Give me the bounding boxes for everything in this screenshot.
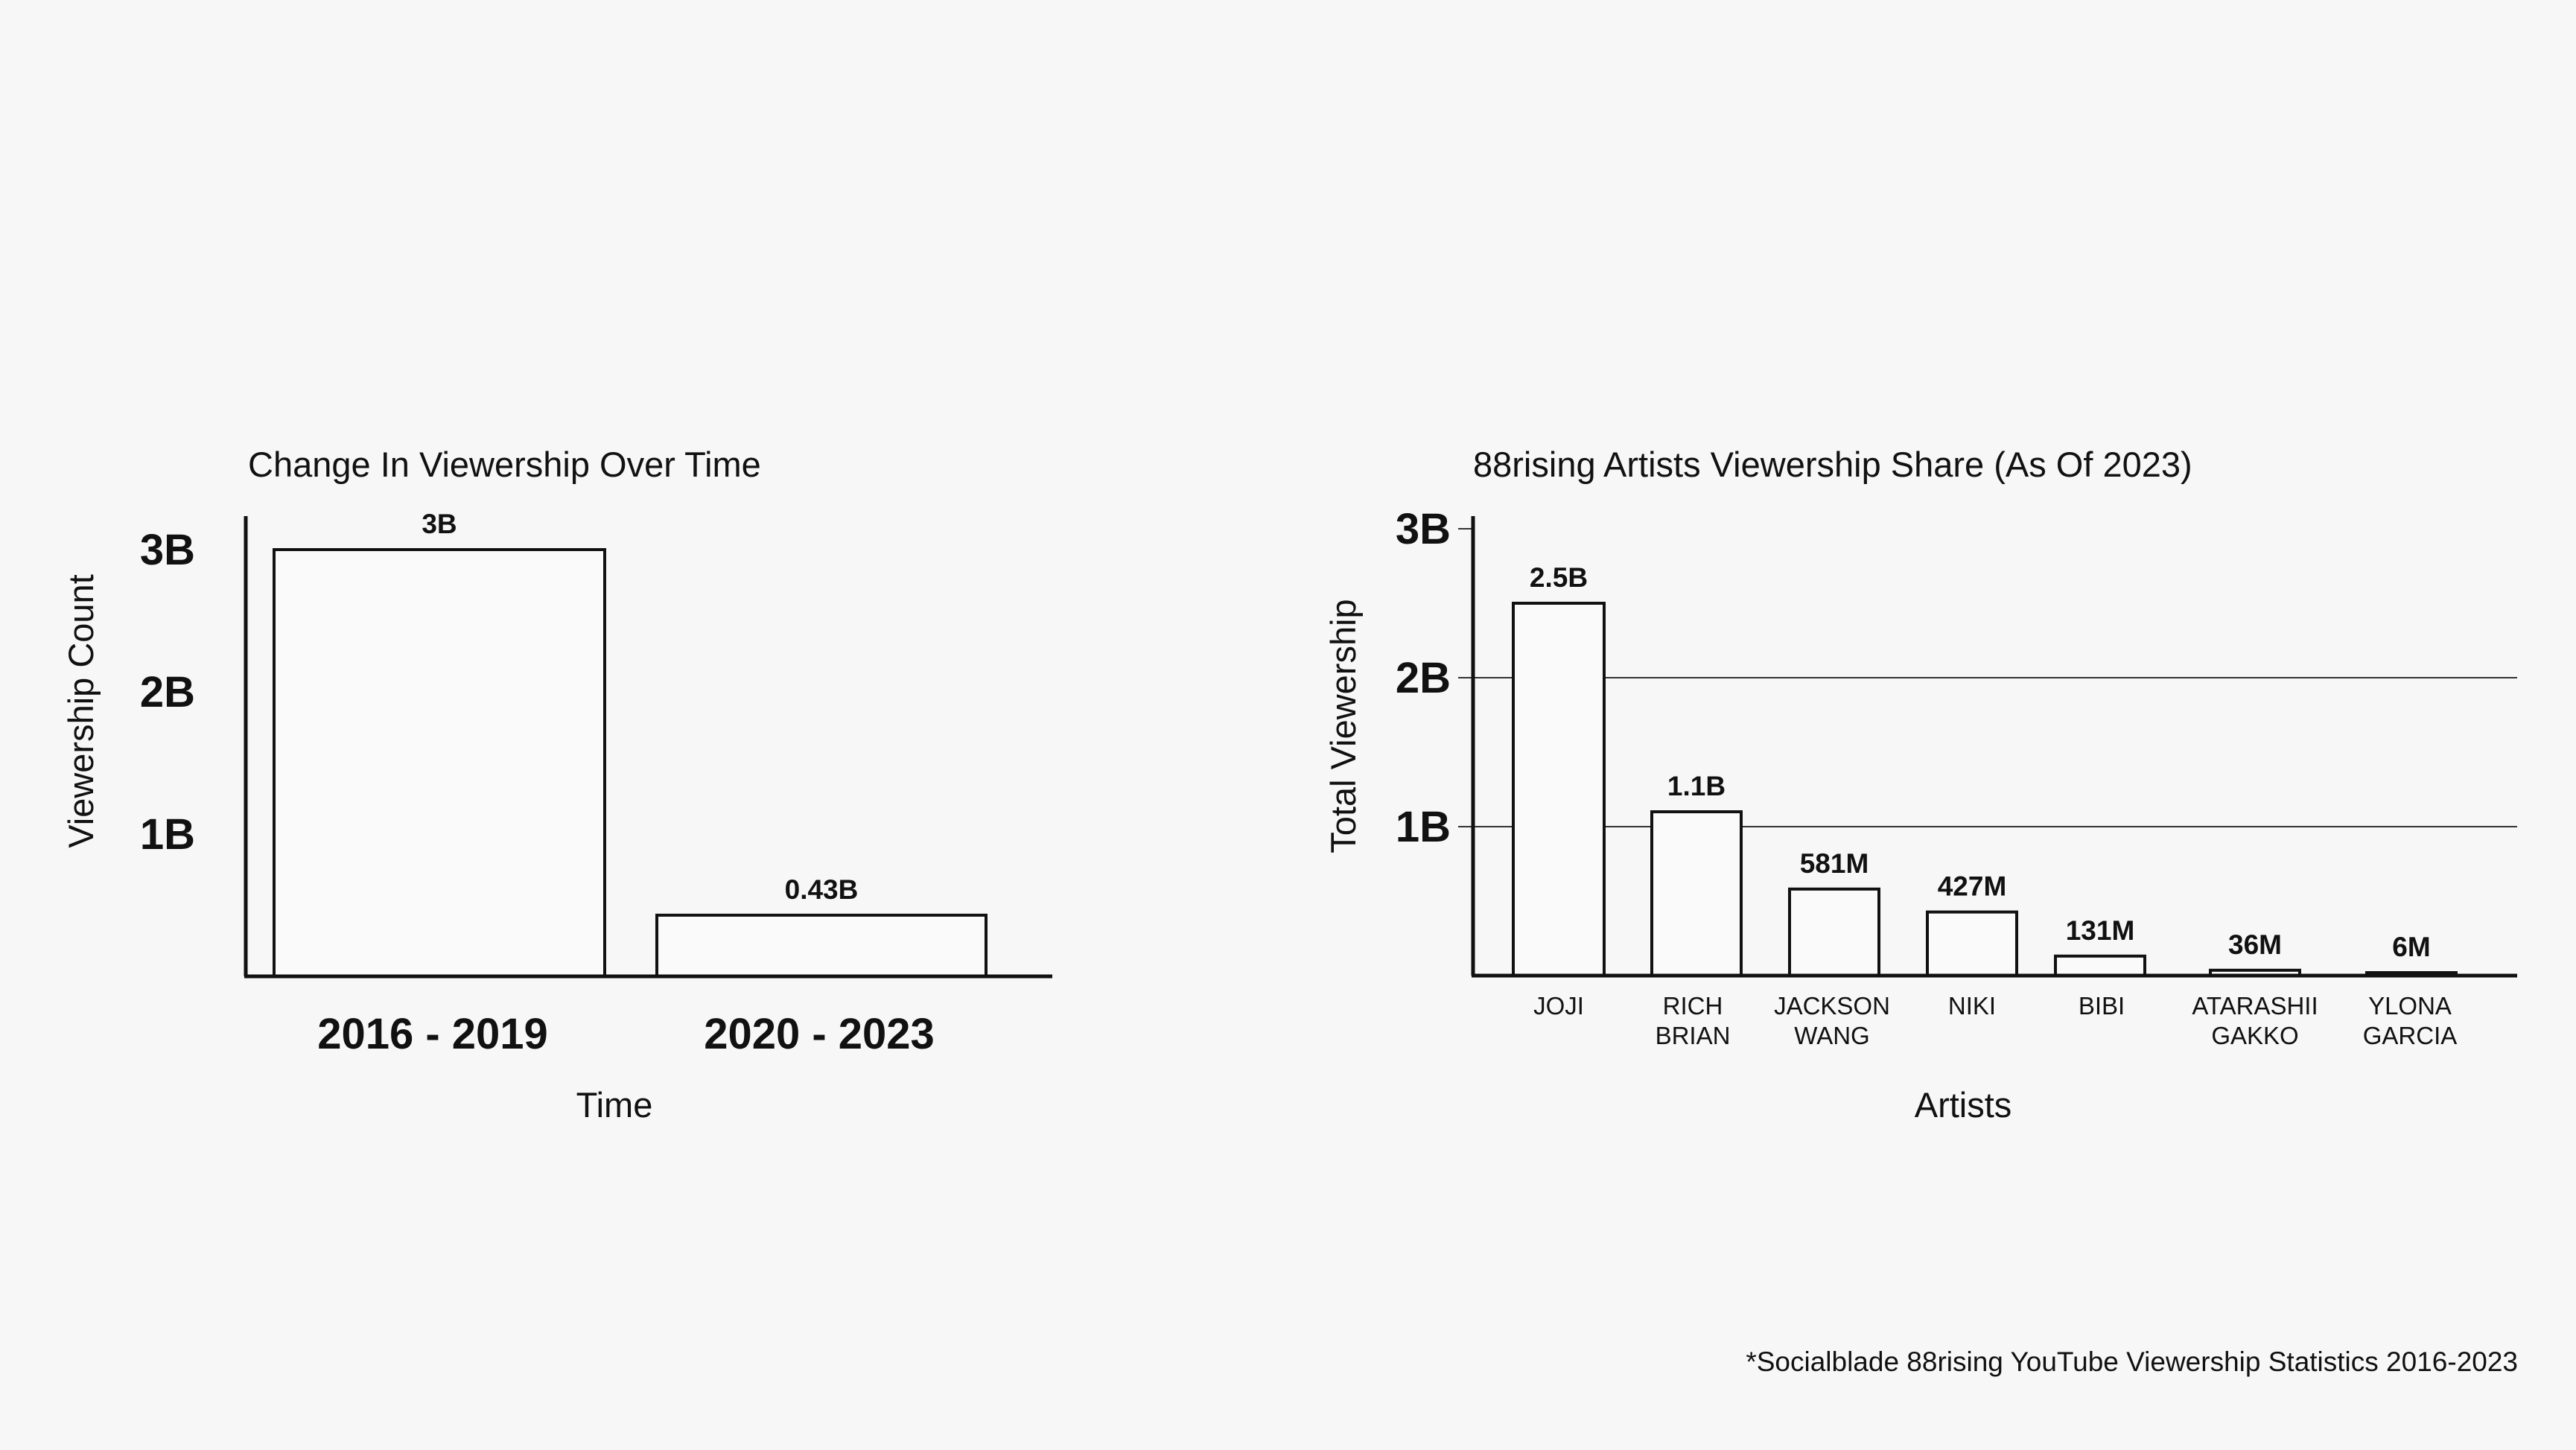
chart1-data-labels: 3B 0.43B (422, 509, 858, 905)
chart2-y-tick-0: 1B (1396, 803, 1451, 851)
chart2-data-label-2: 581M (1800, 848, 1869, 879)
chart1-data-label-1: 0.43B (785, 874, 859, 905)
chart1-category-labels: 2016 - 2019 2020 - 2023 (317, 1010, 935, 1058)
source-footnote: *Socialblade 88rising YouTube Viewership… (1746, 1346, 2518, 1377)
viewership-over-time-chart: Change In Viewership Over Time Viewershi… (61, 445, 1052, 1125)
chart2-data-label-1: 1.1B (1667, 771, 1726, 801)
chart2-data-label-4: 131M (2066, 915, 2135, 946)
chart2-y-tick-1: 2B (1396, 654, 1451, 702)
chart1-category-label-1: 2020 - 2023 (704, 1010, 935, 1058)
chart2-category-label-4: BIBI (2079, 992, 2125, 1020)
chart2-bar-4 (2054, 954, 2146, 978)
chart2-y-ticks: 1B 2B 3B (1396, 505, 1451, 851)
chart1-category-label-0: 2016 - 2019 (317, 1010, 548, 1058)
chart2-data-label-3: 427M (1938, 871, 2007, 902)
chart2-category-labels: JOJI RICH BRIAN JACKSON WANG NIKI BIBI ATARASHI… (1533, 992, 2457, 1049)
chart2-bar-3 (1926, 910, 2018, 977)
chart2-category-label-6: YLONA GARCIA (2363, 992, 2458, 1049)
chart1-bars (273, 548, 988, 978)
chart1-y-tick-2: 3B (140, 526, 195, 574)
chart2-bar-0 (1512, 602, 1606, 977)
chart2-bar-1 (1650, 810, 1743, 977)
chart1-y-axis-title: Viewership Count (61, 574, 101, 848)
chart2-data-label-6: 6M (2392, 932, 2430, 962)
chart2-bar-2 (1788, 887, 1880, 978)
chart2-data-label-0: 2.5B (1530, 562, 1588, 593)
chart1-y-tick-1: 2B (140, 668, 195, 716)
chart1-bar-0 (273, 548, 606, 978)
chart1-y-tick-0: 1B (140, 810, 195, 859)
chart2-data-labels: 2.5B 1.1B 581M 427M 131M 36M 6M (1530, 562, 2431, 962)
chart1-x-axis-title: Time (576, 1085, 653, 1125)
chart2-gridlines (1458, 528, 2517, 827)
chart2-bars (1512, 602, 2458, 978)
chart1-title: Change In Viewership Over Time (248, 445, 761, 484)
chart2-x-axis-title: Artists (1915, 1085, 2012, 1125)
chart2-y-axis-title: Total Viewership (1323, 599, 1363, 853)
chart2-category-label-3: NIKI (1948, 992, 1996, 1020)
chart2-title: 88rising Artists Viewership Share (As Of… (1473, 445, 2192, 484)
chart2-y-tick-2: 3B (1396, 505, 1451, 553)
chart2-data-label-5: 36M (2228, 929, 2282, 960)
chart2-category-label-2: JACKSON WANG (1774, 992, 1890, 1049)
chart1-y-ticks: 1B 2B 3B (140, 526, 195, 859)
chart2-category-label-0: JOJI (1533, 992, 1584, 1020)
chart2-category-label-5: ATARASHII GAKKO (2192, 992, 2318, 1049)
chart1-data-label-0: 3B (422, 509, 457, 539)
artists-viewership-chart: 88rising Artists Viewership Share (As Of… (1323, 445, 2517, 1125)
chart1-bar-1 (655, 913, 988, 978)
chart2-category-label-1: RICH BRIAN (1656, 992, 1731, 1049)
